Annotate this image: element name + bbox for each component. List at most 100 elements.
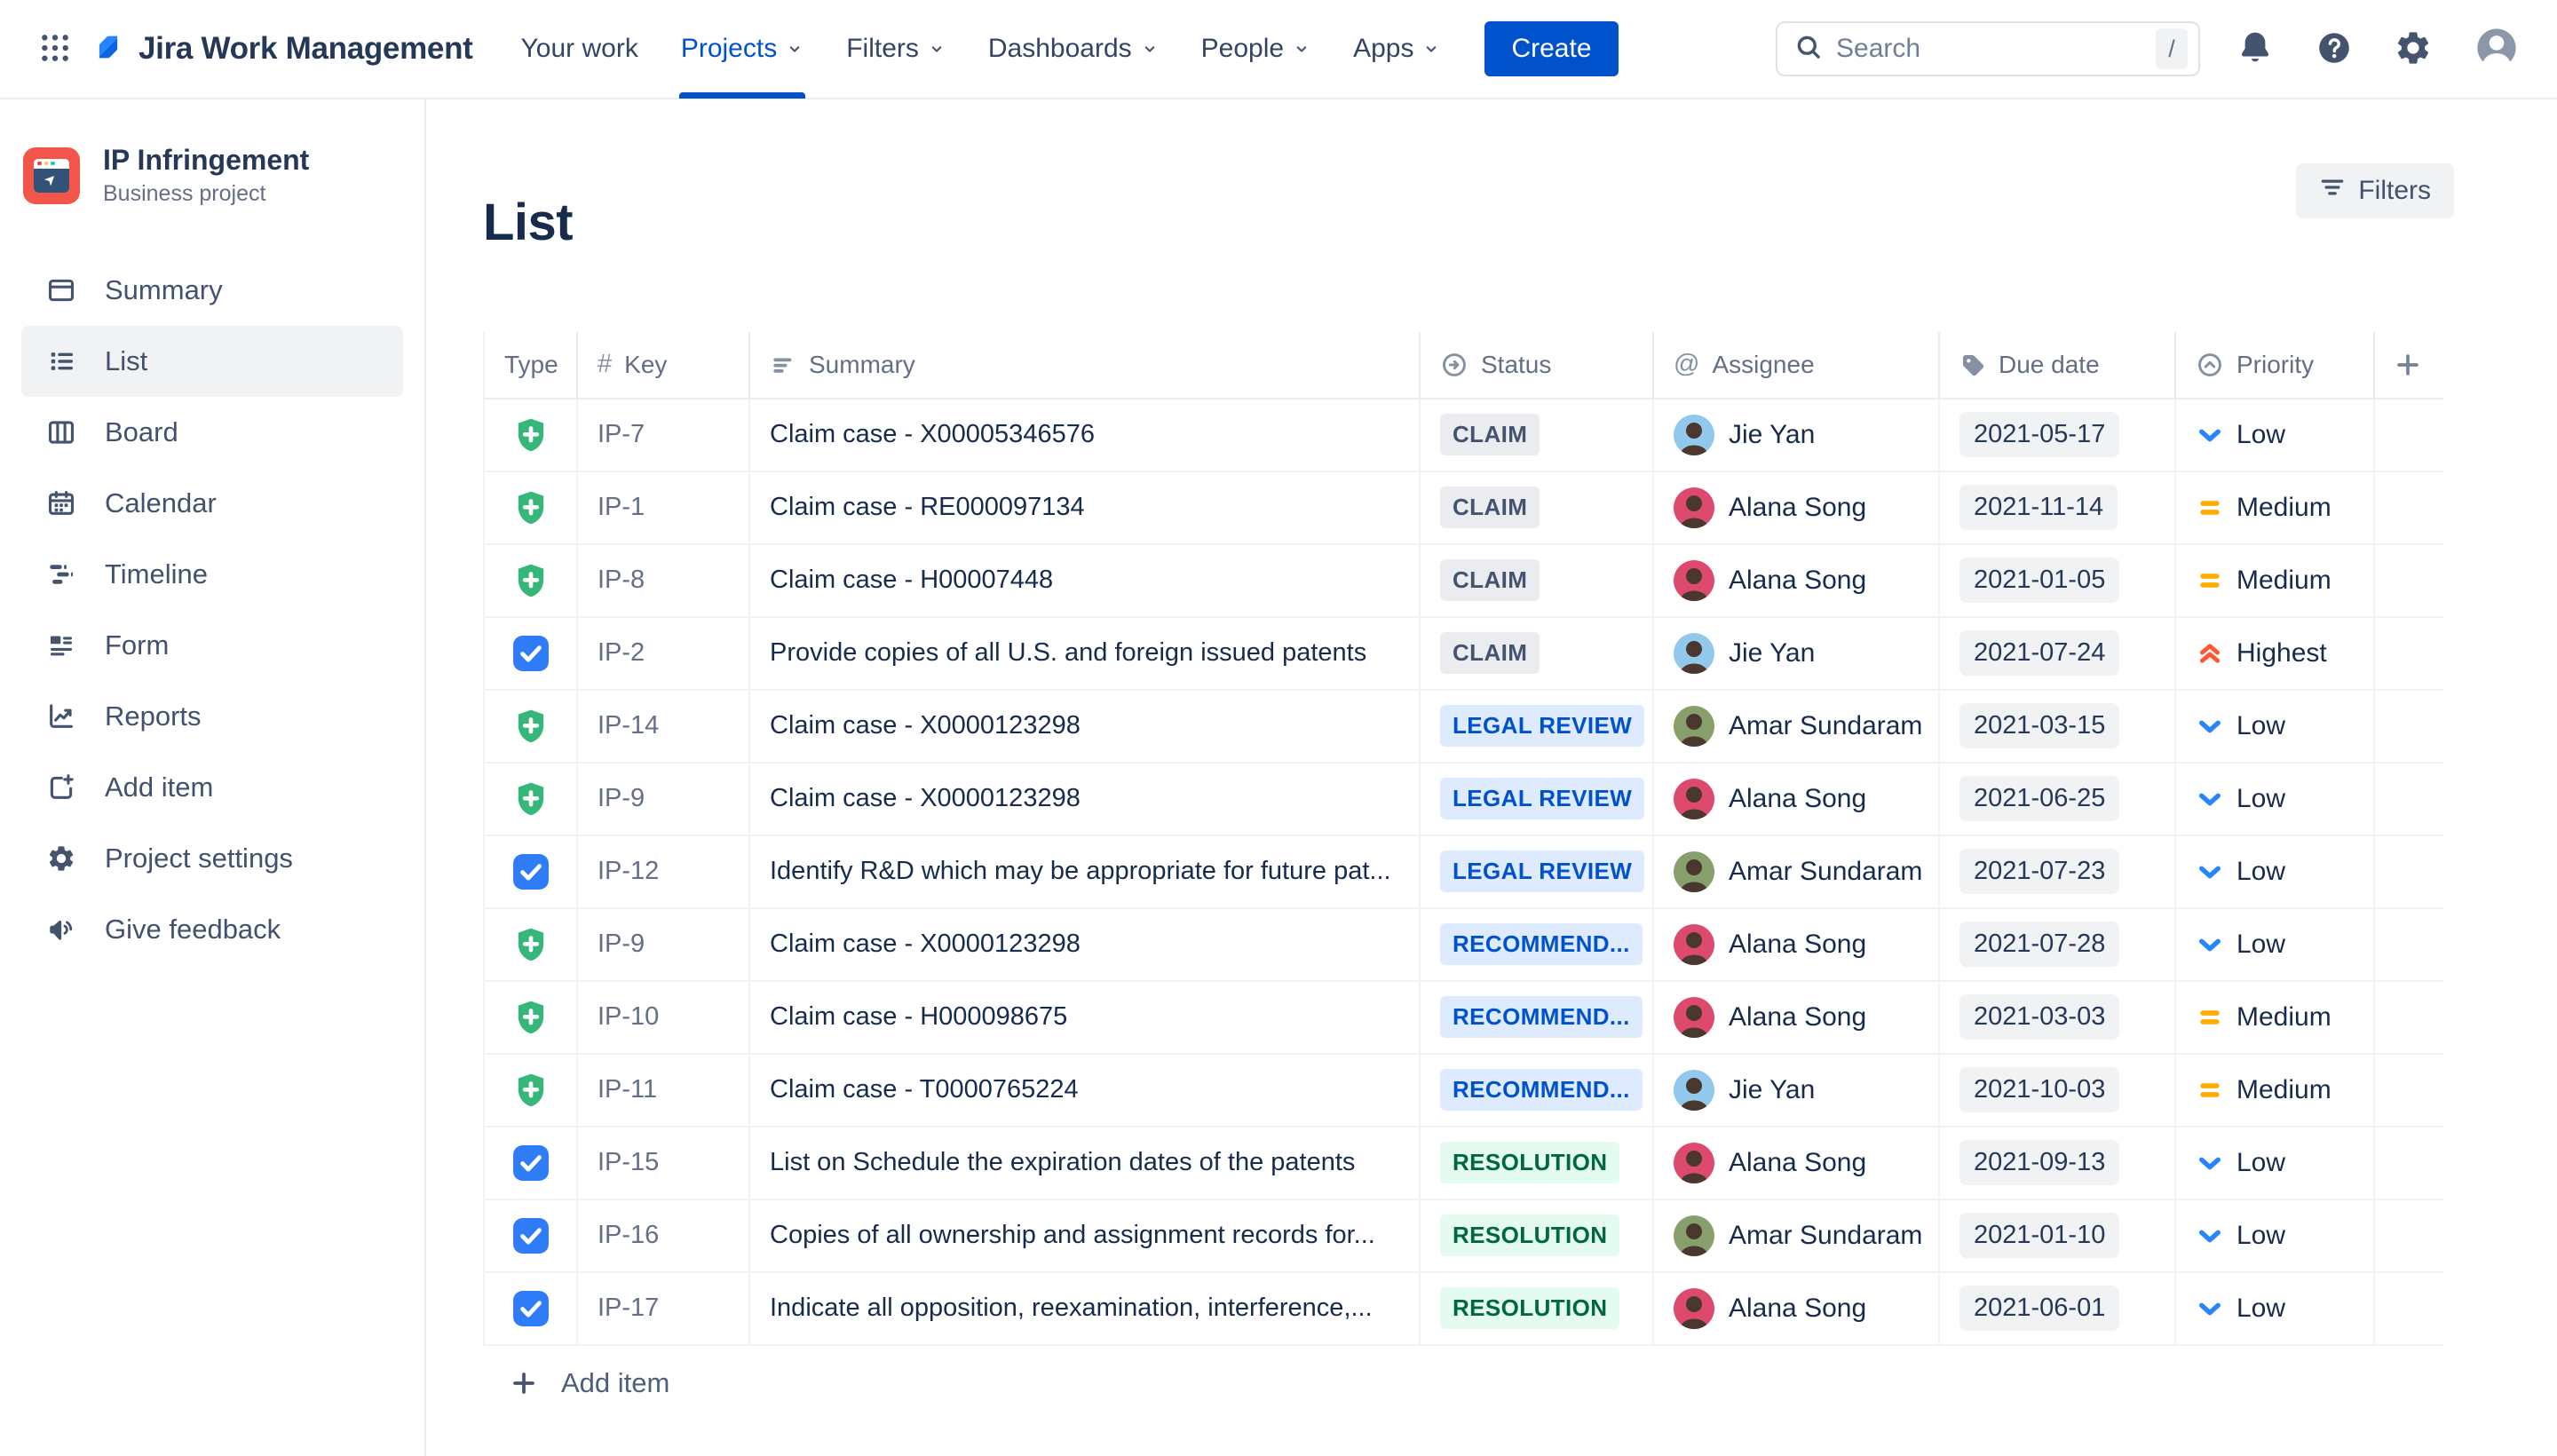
issue-summary[interactable]: Claim case - H00007448 [750,544,1421,616]
assignee-cell[interactable]: Alana Song [1654,763,1940,835]
table-row[interactable]: IP-2 Provide copies of all U.S. and fore… [483,617,2443,691]
search-input[interactable] [1834,33,2145,65]
table-row[interactable]: IP-12 Identify R&D which may be appropri… [483,835,2443,909]
issue-summary[interactable]: Claim case - X0000123298 [750,763,1421,835]
filters-button[interactable]: Filters [2296,163,2454,218]
priority-cell[interactable]: Highest [2176,617,2375,689]
issue-key[interactable]: IP-17 [578,1272,750,1344]
assignee-cell[interactable]: Alana Song [1654,471,1940,543]
table-row[interactable]: IP-9 Claim case - X0000123298 LEGAL REVI… [483,763,2443,836]
issue-type-cell[interactable] [483,399,578,471]
sidebar-item-give-feedback[interactable]: Give feedback [21,894,403,965]
due-date-cell[interactable]: 2021-01-05 [1940,544,2176,616]
table-row[interactable]: IP-11 Claim case - T0000765224 RECOMMEND… [483,1054,2443,1128]
issue-summary[interactable]: Claim case - RE000097134 [750,471,1421,543]
search-box[interactable]: / [1776,21,2200,76]
issue-type-cell[interactable] [483,1199,578,1271]
assignee-cell[interactable]: Alana Song [1654,1127,1940,1199]
issue-summary[interactable]: Identify R&D which may be appropriate fo… [750,835,1421,907]
issue-key[interactable]: IP-8 [578,544,750,616]
notifications-button[interactable] [2230,23,2280,75]
issue-type-cell[interactable] [483,1054,578,1126]
assignee-cell[interactable]: Alana Song [1654,1272,1940,1344]
status-cell[interactable]: CLAIM [1421,617,1654,689]
priority-cell[interactable]: Low [2176,1127,2375,1199]
create-button[interactable]: Create [1484,21,1619,76]
issue-key[interactable]: IP-16 [578,1199,750,1271]
assignee-cell[interactable]: Amar Sundaram [1654,690,1940,762]
due-date-cell[interactable]: 2021-06-01 [1940,1272,2176,1344]
due-date-cell[interactable]: 2021-01-10 [1940,1199,2176,1271]
due-date-cell[interactable]: 2021-11-14 [1940,471,2176,543]
issue-key[interactable]: IP-9 [578,908,750,980]
sidebar-item-timeline[interactable]: Timeline [21,539,403,610]
issue-summary[interactable]: Claim case - X0000123298 [750,690,1421,762]
column-header-priority[interactable]: Priority [2176,331,2375,398]
issue-key[interactable]: IP-2 [578,617,750,689]
issue-type-cell[interactable] [483,617,578,689]
table-row[interactable]: IP-15 List on Schedule the expiration da… [483,1127,2443,1200]
issue-type-cell[interactable] [483,908,578,980]
issue-summary[interactable]: Claim case - T0000765224 [750,1054,1421,1126]
status-cell[interactable]: RESOLUTION [1421,1199,1654,1271]
sidebar-item-project-settings[interactable]: Project settings [21,823,403,894]
assignee-cell[interactable]: Jie Yan [1654,1054,1940,1126]
add-item-row[interactable]: Add item [483,1346,2443,1420]
due-date-cell[interactable]: 2021-07-23 [1940,835,2176,907]
priority-cell[interactable]: Low [2176,763,2375,835]
app-brand[interactable]: Jira Work Management [92,31,473,67]
column-header-summary[interactable]: Summary [750,331,1421,398]
nav-item-apps[interactable]: Apps [1332,0,1461,99]
settings-button[interactable] [2388,23,2438,75]
assignee-cell[interactable]: Amar Sundaram [1654,835,1940,907]
nav-item-filters[interactable]: Filters [825,0,967,99]
issue-summary[interactable]: Claim case - X00005346576 [750,399,1421,471]
assignee-cell[interactable]: Alana Song [1654,981,1940,1053]
column-header-assignee[interactable]: @ Assignee [1654,331,1940,398]
profile-button[interactable] [2468,20,2525,79]
project-header[interactable]: ➤ IP Infringement Business project [0,144,424,207]
issue-summary[interactable]: Provide copies of all U.S. and foreign i… [750,617,1421,689]
priority-cell[interactable]: Low [2176,835,2375,907]
status-cell[interactable]: CLAIM [1421,544,1654,616]
issue-summary[interactable]: List on Schedule the expiration dates of… [750,1127,1421,1199]
issue-type-cell[interactable] [483,1127,578,1199]
sidebar-item-summary[interactable]: Summary [21,255,403,326]
table-row[interactable]: IP-14 Claim case - X0000123298 LEGAL REV… [483,690,2443,764]
priority-cell[interactable]: Low [2176,1272,2375,1344]
status-cell[interactable]: LEGAL REVIEW [1421,690,1654,762]
nav-item-dashboards[interactable]: Dashboards [967,0,1180,99]
assignee-cell[interactable]: Amar Sundaram [1654,1199,1940,1271]
priority-cell[interactable]: Medium [2176,1054,2375,1126]
nav-item-your-work[interactable]: Your work [500,0,660,99]
nav-item-people[interactable]: People [1180,0,1332,99]
table-row[interactable]: IP-8 Claim case - H00007448 CLAIM Alana … [483,544,2443,618]
issue-type-cell[interactable] [483,1272,578,1344]
priority-cell[interactable]: Medium [2176,471,2375,543]
table-row[interactable]: IP-7 Claim case - X00005346576 CLAIM Jie… [483,399,2443,472]
status-cell[interactable]: RECOMMEND... [1421,908,1654,980]
priority-cell[interactable]: Medium [2176,981,2375,1053]
assignee-cell[interactable]: Alana Song [1654,908,1940,980]
app-switcher-button[interactable] [32,25,78,74]
issue-key[interactable]: IP-9 [578,763,750,835]
issue-key[interactable]: IP-10 [578,981,750,1053]
due-date-cell[interactable]: 2021-03-03 [1940,981,2176,1053]
column-header-key[interactable]: # Key [578,331,750,398]
status-cell[interactable]: RESOLUTION [1421,1127,1654,1199]
sidebar-item-form[interactable]: Form [21,610,403,681]
assignee-cell[interactable]: Jie Yan [1654,399,1940,471]
issue-key[interactable]: IP-1 [578,471,750,543]
sidebar-item-list[interactable]: List [21,326,403,397]
sidebar-item-reports[interactable]: Reports [21,681,403,752]
due-date-cell[interactable]: 2021-03-15 [1940,690,2176,762]
issue-key[interactable]: IP-14 [578,690,750,762]
status-cell[interactable]: LEGAL REVIEW [1421,763,1654,835]
status-cell[interactable]: RECOMMEND... [1421,1054,1654,1126]
sidebar-item-calendar[interactable]: Calendar [21,468,403,539]
priority-cell[interactable]: Low [2176,399,2375,471]
nav-item-projects[interactable]: Projects [660,0,825,99]
due-date-cell[interactable]: 2021-10-03 [1940,1054,2176,1126]
issue-type-cell[interactable] [483,835,578,907]
issue-key[interactable]: IP-15 [578,1127,750,1199]
